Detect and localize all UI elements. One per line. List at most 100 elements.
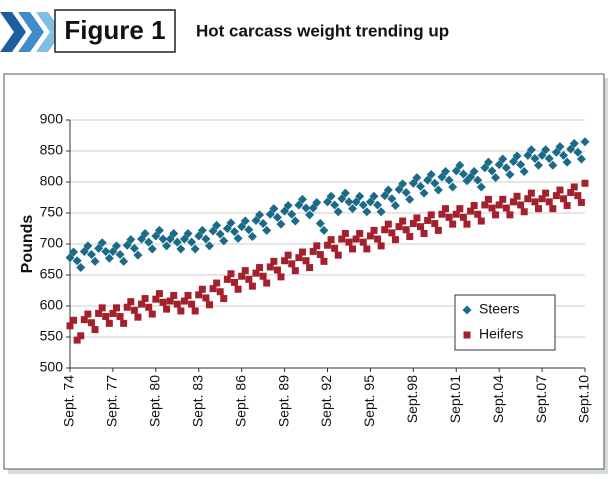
x-tick-label: Sept. 92 bbox=[318, 375, 334, 427]
point bbox=[79, 246, 89, 256]
point bbox=[144, 237, 154, 247]
point bbox=[316, 251, 324, 259]
x-tick-label: Sept. 77 bbox=[104, 375, 120, 427]
point bbox=[284, 251, 292, 259]
point bbox=[451, 166, 461, 176]
point bbox=[501, 163, 511, 173]
point bbox=[280, 206, 290, 216]
x-tick-label: Sept.01 bbox=[447, 375, 463, 423]
point bbox=[177, 307, 185, 315]
point bbox=[306, 264, 314, 272]
point bbox=[152, 295, 160, 303]
x-tick-label: Sept. 74 bbox=[61, 375, 77, 427]
point bbox=[570, 183, 578, 191]
point bbox=[458, 169, 468, 179]
point bbox=[487, 166, 497, 176]
point bbox=[123, 303, 131, 311]
point bbox=[172, 237, 182, 247]
point bbox=[270, 257, 278, 265]
point bbox=[98, 304, 106, 312]
point bbox=[94, 243, 104, 253]
point bbox=[551, 147, 561, 157]
point bbox=[349, 245, 357, 253]
point bbox=[437, 172, 447, 182]
point bbox=[484, 195, 492, 203]
point bbox=[552, 192, 560, 200]
point bbox=[219, 236, 229, 246]
point bbox=[105, 319, 113, 327]
point bbox=[341, 229, 349, 237]
point bbox=[320, 257, 328, 265]
point bbox=[133, 250, 143, 260]
legend-marker bbox=[462, 305, 472, 315]
point bbox=[406, 233, 414, 241]
point bbox=[517, 201, 525, 209]
point bbox=[281, 257, 289, 265]
point bbox=[76, 263, 86, 273]
point bbox=[566, 144, 576, 154]
point bbox=[559, 150, 569, 160]
point bbox=[190, 244, 200, 254]
point bbox=[295, 254, 303, 262]
point bbox=[509, 198, 517, 206]
chevrons bbox=[0, 12, 62, 52]
point bbox=[130, 306, 138, 314]
point bbox=[194, 231, 204, 241]
y-tick-label: 600 bbox=[40, 297, 64, 313]
point bbox=[427, 211, 435, 219]
point bbox=[391, 236, 399, 244]
point bbox=[226, 218, 236, 228]
point bbox=[220, 295, 228, 303]
point bbox=[359, 238, 367, 246]
x-tick-label: Sept. 80 bbox=[147, 375, 163, 427]
point bbox=[534, 160, 544, 170]
point bbox=[238, 272, 246, 280]
point bbox=[273, 266, 281, 274]
point bbox=[370, 226, 378, 234]
point bbox=[104, 253, 114, 263]
point bbox=[184, 291, 192, 299]
point bbox=[180, 297, 188, 305]
point bbox=[345, 238, 353, 246]
point bbox=[477, 217, 485, 225]
point bbox=[263, 279, 271, 287]
point bbox=[362, 207, 372, 217]
point bbox=[494, 160, 504, 170]
point bbox=[549, 205, 557, 213]
point bbox=[576, 154, 586, 164]
point bbox=[209, 285, 217, 293]
point bbox=[272, 212, 282, 222]
point bbox=[523, 150, 533, 160]
point bbox=[544, 153, 554, 163]
point bbox=[394, 184, 404, 194]
point bbox=[452, 210, 460, 218]
point bbox=[305, 210, 315, 220]
point bbox=[234, 285, 242, 293]
point bbox=[269, 204, 279, 214]
y-axis-label: Pounds bbox=[19, 215, 36, 274]
point bbox=[97, 238, 107, 248]
point bbox=[556, 186, 564, 194]
point bbox=[513, 192, 521, 200]
point bbox=[155, 290, 163, 298]
x-tick-label: Sept. 89 bbox=[275, 375, 291, 427]
point bbox=[170, 291, 178, 299]
point bbox=[388, 229, 396, 237]
point bbox=[309, 247, 317, 255]
legend-label: Steers bbox=[479, 301, 519, 317]
point bbox=[430, 178, 440, 188]
point bbox=[390, 201, 400, 211]
point bbox=[140, 228, 150, 238]
x-tick-label: Sept.98 bbox=[404, 375, 420, 423]
point bbox=[231, 278, 239, 286]
point bbox=[351, 197, 361, 207]
point bbox=[204, 241, 214, 251]
point bbox=[537, 150, 547, 160]
point bbox=[77, 332, 85, 340]
point bbox=[308, 203, 318, 213]
point bbox=[154, 225, 164, 235]
point bbox=[247, 232, 257, 242]
point bbox=[456, 205, 464, 213]
point bbox=[348, 204, 358, 214]
point bbox=[502, 204, 510, 212]
